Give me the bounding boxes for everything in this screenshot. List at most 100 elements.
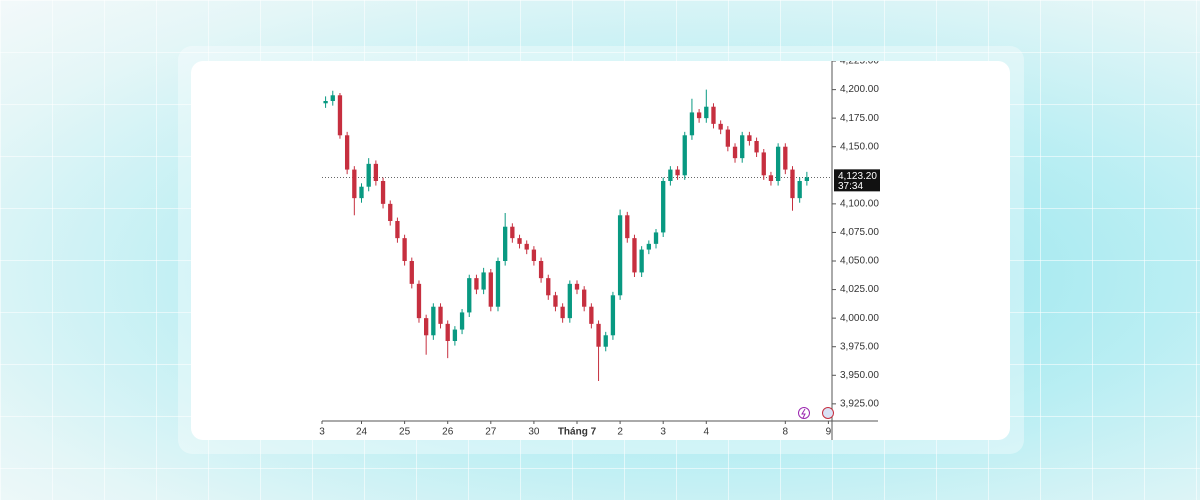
candle-body (524, 243, 529, 250)
x-tick-label: 27 (485, 427, 497, 438)
x-tick-label: 25 (399, 427, 411, 438)
x-tick-label: 9 (826, 427, 832, 438)
chart-area: 3,925.00 3,950.00 3,975.00 4,000.00 4,025.00… (319, 56, 880, 440)
candle-body (546, 278, 551, 296)
candle-body (395, 221, 400, 239)
candle-body (747, 135, 752, 141)
candle-body (553, 295, 558, 307)
lightning-glyph (801, 408, 806, 419)
y-tick-label: 4,225.00 (840, 56, 879, 67)
candle-body (323, 101, 328, 104)
y-tick-label: 3,950.00 (840, 370, 879, 381)
candle-body (632, 238, 637, 273)
candle-body (510, 226, 515, 239)
candle-body (574, 283, 580, 290)
candle-body (603, 335, 608, 347)
candle-body (754, 141, 759, 153)
y-tick-label: 4,100.00 (840, 198, 879, 209)
last-price-box (834, 169, 880, 192)
candle-body (560, 306, 565, 319)
candle-body (388, 203, 393, 221)
candle-body (452, 329, 458, 341)
candle-body (790, 169, 795, 199)
candle-body (639, 249, 644, 273)
candle-body (653, 232, 659, 244)
candle-body (682, 135, 687, 176)
x-tick-label: 26 (442, 427, 454, 438)
candle-body (431, 306, 436, 336)
candle-body (696, 112, 702, 119)
candle-body (704, 106, 709, 119)
candle-body (740, 135, 745, 159)
candle-body (531, 249, 537, 261)
candle-body (366, 163, 371, 187)
candle-body (675, 169, 680, 176)
candle-body (661, 181, 666, 233)
y-tick-label: 4,200.00 (840, 84, 879, 95)
candle-body (783, 146, 788, 170)
candle-body (538, 261, 544, 279)
y-tick-label: 4,050.00 (840, 256, 879, 267)
x-tick-label: 8 (783, 427, 789, 438)
lightning-icon[interactable] (798, 407, 810, 419)
candle-body (495, 261, 501, 307)
candle-body (689, 112, 695, 136)
candle-body (761, 152, 766, 176)
candle-body (617, 215, 623, 296)
y-tick-label: 4,175.00 (840, 113, 879, 124)
candle-body (409, 261, 414, 284)
candle-body (797, 181, 802, 199)
x-tick-label: 3 (660, 427, 666, 438)
candle-body (625, 215, 630, 239)
x-tick-label: 3 (319, 427, 325, 438)
candle-body (467, 278, 472, 313)
candle-body (567, 283, 572, 319)
candle-body (438, 306, 443, 324)
candle-body (481, 272, 486, 290)
candle-body (359, 186, 364, 199)
candle-body (804, 177, 810, 181)
candle-body (352, 169, 357, 199)
y-tick-label: 4,025.00 (840, 284, 879, 295)
x-tick-label: Tháng 7 (558, 427, 597, 438)
candle-body (503, 226, 508, 261)
x-tick-label: 30 (528, 427, 540, 438)
y-tick-label: 3,975.00 (840, 341, 879, 352)
candle-body (646, 243, 651, 250)
y-tick-label: 4,000.00 (840, 313, 879, 324)
candle-body (445, 323, 450, 341)
candle-body (589, 306, 594, 324)
candle-body (768, 175, 774, 181)
candle-body (732, 146, 738, 159)
candle-body (718, 123, 723, 130)
candle-body (380, 181, 386, 204)
x-tick-label: 2 (617, 427, 623, 438)
y-tick-label: 3,925.00 (840, 398, 879, 409)
candle-body (596, 323, 601, 347)
y-tick-label: 4,075.00 (840, 227, 879, 238)
candle-body (582, 289, 587, 307)
candle-body (330, 95, 335, 101)
countdown: 37:34 (838, 181, 863, 192)
candle-body (711, 106, 716, 124)
candle-body (424, 318, 429, 336)
x-tick-label: 24 (356, 427, 368, 438)
candle-body (668, 169, 673, 181)
candle-body (725, 129, 730, 147)
candle-body (488, 272, 493, 307)
candle-body (517, 238, 522, 244)
candle-body (337, 95, 343, 136)
flag-icon[interactable] (822, 407, 834, 419)
candle-body (459, 312, 465, 330)
last-price-label: 4,123.20 (838, 171, 877, 182)
candle-body (610, 295, 616, 336)
candle-body (416, 283, 422, 319)
candle-body (775, 146, 781, 181)
card (191, 61, 1010, 440)
candle-body (474, 278, 479, 290)
y-tick-label: 4,150.00 (840, 141, 879, 152)
candle-body (373, 163, 379, 181)
x-tick-label: 4 (704, 427, 710, 438)
